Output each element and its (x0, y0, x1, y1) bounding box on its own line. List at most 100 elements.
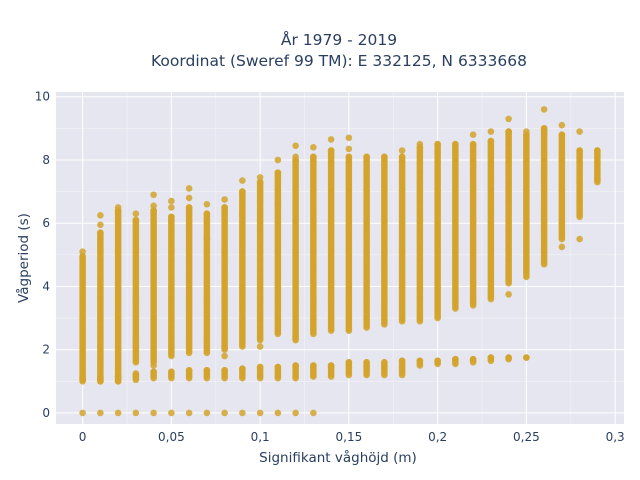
main-band-point (398, 153, 406, 161)
outlier-point (239, 212, 246, 219)
main-band-point (274, 169, 282, 176)
y-tick-label: 10 (35, 90, 50, 104)
outlier-point (97, 221, 104, 229)
main-band-point (256, 178, 264, 186)
main-band-point (97, 229, 104, 237)
low-band-point (416, 357, 424, 365)
low-band-point (239, 365, 246, 372)
outlier-point (327, 136, 335, 143)
y-tick-label: 4 (42, 279, 50, 293)
outlier-point (203, 200, 211, 208)
low-band-point (523, 354, 530, 361)
main-band-point (363, 153, 370, 161)
outlier-point (132, 370, 140, 377)
y-axis-title: Vågperiod (s) (15, 213, 32, 303)
zero-point (79, 409, 86, 417)
low-band-point (274, 363, 282, 371)
main-band-point (594, 147, 601, 154)
main-band-point (79, 253, 86, 260)
plot-background (56, 92, 624, 424)
y-tick-label: 6 (42, 216, 50, 230)
x-axis-title: Signifikant våghöjd (m) (259, 449, 417, 466)
outlier-point (505, 115, 512, 123)
outlier-point (114, 204, 122, 211)
outlier-point (416, 140, 424, 148)
main-band-point (558, 131, 566, 138)
low-band-point (487, 354, 495, 361)
outlier-point (540, 106, 548, 113)
outlier-point (292, 142, 299, 150)
y-tick-label: 8 (42, 153, 50, 167)
low-band-point (434, 357, 441, 365)
chart-title-line2: Koordinat (Sweref 99 TM): E 332125, N 63… (151, 52, 527, 70)
zero-point (274, 409, 282, 417)
outlier-point (487, 128, 495, 135)
low-band-point (381, 359, 388, 366)
low-band-point (221, 366, 228, 374)
outlier-point (576, 235, 583, 243)
main-band-point (452, 140, 459, 148)
zero-point (310, 409, 317, 417)
y-tick-label: 2 (42, 343, 50, 357)
outlier-point (469, 131, 477, 138)
main-band-point (381, 153, 388, 161)
outlier-point (576, 128, 583, 135)
main-band-point (150, 207, 157, 214)
main-band-point (221, 204, 228, 211)
main-band-point (505, 128, 512, 135)
x-tick-label: 0,05 (158, 430, 185, 444)
main-band-point (540, 125, 548, 132)
outlier-point (558, 243, 566, 251)
outlier-point (97, 212, 104, 219)
low-band-point (256, 363, 264, 371)
low-band-point (292, 362, 299, 369)
outlier-point (345, 145, 353, 153)
low-band-point (398, 357, 406, 365)
main-band-point (345, 153, 353, 161)
outlier-point (168, 204, 175, 211)
low-band-point (345, 359, 353, 366)
outlier-point (150, 191, 157, 199)
outlier-point (345, 134, 353, 142)
outlier-point (256, 174, 264, 181)
outlier-point (79, 248, 86, 255)
low-band-point (150, 368, 157, 376)
y-tick-label: 0 (42, 406, 50, 420)
zero-point (256, 409, 264, 417)
zero-point (203, 409, 211, 417)
outlier-point (185, 194, 193, 202)
outlier-point (594, 175, 601, 183)
zero-point (185, 409, 193, 417)
low-band-point (469, 355, 477, 363)
main-band-point (132, 216, 140, 224)
outlier-point (274, 156, 282, 164)
x-tick-label: 0,2 (428, 430, 447, 444)
low-band-point (363, 359, 370, 366)
zero-point (150, 409, 157, 417)
zero-point (168, 409, 175, 417)
zero-point (292, 409, 299, 417)
main-band-point (168, 213, 175, 221)
outlier-point (256, 343, 264, 350)
main-band-point (576, 147, 583, 154)
outlier-point (221, 196, 228, 203)
x-tick-label: 0 (79, 430, 87, 444)
main-band-point (469, 140, 477, 148)
x-tick-label: 0,1 (251, 430, 270, 444)
outlier-point (221, 352, 228, 360)
outlier-point (523, 128, 530, 135)
data-points (79, 106, 601, 417)
x-tick-label: 0,25 (513, 430, 540, 444)
outlier-point (310, 144, 317, 151)
y-tick-labels: 0 2 4 6 8 10 (35, 90, 50, 420)
low-band-point (327, 362, 335, 369)
outlier-point (274, 200, 282, 208)
low-band-point (185, 366, 193, 374)
outlier-point (150, 202, 157, 210)
zero-point (97, 409, 104, 417)
main-band-point (203, 210, 211, 218)
main-band-point (327, 147, 335, 154)
main-band-point (185, 204, 193, 211)
outlier-point (558, 121, 566, 129)
zero-point (114, 409, 122, 417)
